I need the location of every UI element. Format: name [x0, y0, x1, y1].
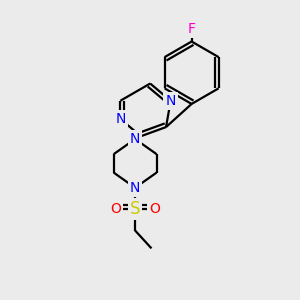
Text: O: O [149, 202, 160, 216]
Text: N: N [130, 181, 140, 195]
Text: N: N [115, 112, 126, 126]
Text: N: N [130, 132, 140, 146]
Text: F: F [188, 22, 196, 36]
Text: S: S [130, 200, 140, 218]
Text: N: N [166, 94, 176, 108]
Text: O: O [110, 202, 121, 216]
